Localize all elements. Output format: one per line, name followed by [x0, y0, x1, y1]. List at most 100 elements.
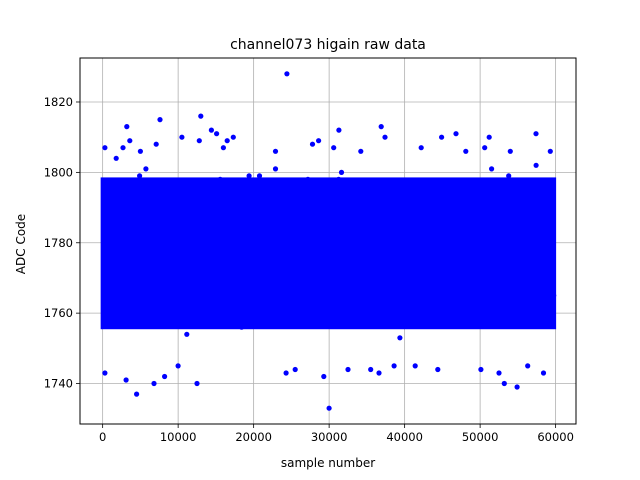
data-point — [236, 278, 242, 285]
data-point — [452, 205, 458, 211]
data-point — [104, 278, 110, 285]
data-point — [151, 282, 157, 288]
data-point — [472, 212, 478, 218]
data-point — [123, 243, 129, 249]
data-point — [116, 257, 122, 263]
outlier-point — [309, 141, 316, 147]
data-point — [443, 278, 449, 285]
data-point — [236, 236, 242, 242]
data-point — [221, 229, 227, 235]
data-point — [458, 268, 464, 274]
data-point — [391, 215, 397, 221]
data-point — [287, 257, 293, 263]
data-point — [505, 250, 511, 256]
data-point — [290, 282, 297, 288]
data-point — [254, 250, 261, 256]
data-point — [543, 229, 550, 235]
data-point — [311, 236, 317, 242]
data-point — [110, 268, 116, 274]
data-point — [534, 190, 540, 197]
data-point — [357, 183, 363, 190]
data-point — [300, 292, 307, 299]
data-point — [173, 250, 179, 256]
data-point — [152, 219, 158, 225]
data-point — [462, 212, 469, 218]
data-point — [290, 236, 296, 242]
data-point — [333, 303, 339, 309]
data-point — [377, 303, 383, 309]
data-point — [209, 219, 215, 225]
data-point — [251, 282, 257, 288]
data-point — [207, 278, 213, 285]
data-point — [150, 268, 156, 274]
data-point — [414, 275, 420, 281]
outlier-point — [230, 134, 236, 140]
data-point — [526, 240, 532, 246]
data-point — [187, 229, 193, 235]
data-point — [236, 271, 242, 277]
data-point — [544, 261, 550, 267]
data-point — [298, 219, 304, 225]
data-point — [258, 275, 264, 281]
data-point — [336, 285, 342, 292]
data-point — [286, 285, 292, 292]
data-point — [174, 215, 181, 221]
data-point — [339, 250, 345, 256]
outlier-point — [102, 145, 108, 151]
data-point — [380, 222, 386, 228]
data-point — [161, 264, 167, 270]
data-point — [302, 321, 309, 327]
data-point — [362, 275, 368, 281]
data-point — [110, 212, 116, 218]
data-point — [190, 215, 196, 221]
data-point — [303, 268, 309, 274]
data-point — [189, 292, 195, 299]
data-point — [132, 247, 138, 253]
data-point — [439, 275, 446, 281]
data-point — [137, 215, 143, 221]
outlier-point — [198, 113, 204, 119]
data-point — [501, 264, 507, 270]
data-point — [145, 282, 151, 288]
data-point — [259, 282, 265, 288]
data-point — [183, 282, 189, 288]
data-point — [258, 300, 264, 306]
data-point — [395, 212, 401, 218]
data-point — [289, 194, 295, 200]
data-point — [351, 194, 357, 200]
data-point — [176, 229, 182, 235]
data-point — [146, 243, 152, 249]
data-point — [340, 285, 346, 292]
data-point — [357, 264, 363, 270]
data-point — [138, 201, 144, 207]
data-point — [464, 275, 470, 281]
data-point — [442, 307, 448, 313]
data-point — [401, 197, 407, 204]
data-point — [279, 275, 285, 281]
outlier-point — [486, 134, 492, 140]
data-point — [485, 271, 491, 277]
data-point — [347, 229, 353, 235]
data-point — [343, 303, 349, 309]
data-point — [103, 271, 109, 277]
data-point — [106, 215, 112, 221]
data-point — [421, 243, 427, 249]
data-point — [349, 236, 355, 242]
outlier-point — [501, 380, 507, 387]
chart-title: channel073 higain raw data — [230, 37, 426, 53]
data-point — [335, 226, 341, 232]
data-point — [126, 247, 132, 253]
data-point — [546, 240, 552, 246]
data-point — [537, 264, 543, 270]
data-point — [175, 261, 181, 267]
data-point — [291, 300, 297, 306]
data-point — [429, 310, 435, 316]
data-point — [271, 205, 278, 211]
data-point — [109, 229, 116, 235]
data-point — [200, 275, 206, 281]
outlier-point — [194, 380, 200, 387]
data-point — [491, 250, 497, 256]
data-point — [115, 240, 122, 246]
data-point — [433, 254, 439, 260]
data-point — [321, 314, 328, 320]
